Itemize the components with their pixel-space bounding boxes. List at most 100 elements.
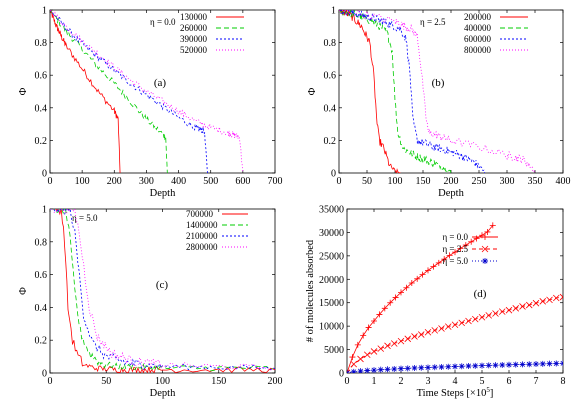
data-point-marker <box>381 305 388 312</box>
x-tick-label: 100 <box>75 176 90 187</box>
y-tick-label: 0.8 <box>324 38 337 49</box>
x-tick-label: 4 <box>453 376 458 387</box>
data-point-marker <box>438 325 445 332</box>
x-tick-label: 150 <box>211 376 226 387</box>
legend-marker <box>481 245 489 253</box>
eta-label: η = 0.0 <box>150 17 176 27</box>
x-tick-label: 8 <box>561 376 566 387</box>
data-point-marker <box>519 361 526 368</box>
y-tick-label: 0.4 <box>35 103 48 114</box>
panel-c: 0 50 100 150 200 0 0.2 0.4 0.6 0.8 1 Depth Φ (c) η = 5… <box>18 205 283 400</box>
y-axis-title: Φ <box>18 287 29 295</box>
data-point-marker <box>371 317 377 324</box>
data-point-marker <box>446 252 453 259</box>
data-point-marker <box>484 228 491 235</box>
plot-frame <box>338 9 564 174</box>
y-tick-label: 1 <box>42 205 47 216</box>
series-line-0 <box>339 10 401 173</box>
y-tick-label: 0 <box>42 369 47 380</box>
y-axis-title: # of molecules absorbed <box>305 239 316 342</box>
data-point-marker <box>384 366 391 373</box>
data-point-marker <box>377 366 384 373</box>
x-tick-label: 100 <box>388 176 403 187</box>
series-line-1 <box>50 209 275 372</box>
data-point-marker <box>404 335 412 343</box>
data-point-marker <box>471 315 479 323</box>
data-point-marker <box>546 360 553 367</box>
x-tick-label: 100 <box>155 376 170 387</box>
data-point-marker <box>425 364 431 371</box>
data-point-marker <box>363 351 371 359</box>
legend-label: 200000 <box>464 12 492 22</box>
x-axis-title: Depth <box>438 188 464 199</box>
x-tick-label: 400 <box>171 176 186 187</box>
x-tick-label: 300 <box>500 176 515 187</box>
x-axis-title: Time Steps [×105] <box>417 386 494 399</box>
y-tick-label: 35000 <box>319 205 344 216</box>
plot-frame <box>49 208 276 374</box>
data-point-marker <box>365 324 372 331</box>
x-tick-label: 50 <box>362 176 372 187</box>
series-group <box>50 10 244 173</box>
x-tick-label: 150 <box>416 176 431 187</box>
data-point-marker <box>354 341 361 348</box>
data-point-marker <box>425 267 431 274</box>
data-point-marker <box>357 368 364 373</box>
data-point-marker <box>458 319 466 327</box>
legend-label: 1400000 <box>186 220 218 230</box>
x-tick-label: 350 <box>528 176 543 187</box>
legend-label: 600000 <box>464 34 492 44</box>
data-point-marker <box>473 235 480 242</box>
data-point-marker <box>457 245 464 252</box>
x-tick-label: 500 <box>203 176 218 187</box>
x-tick-label: 200 <box>268 376 283 387</box>
data-point-marker <box>478 313 486 321</box>
y-tick-label: 0.4 <box>324 103 337 114</box>
x-tick-label: 600 <box>235 176 250 187</box>
data-point-marker <box>364 367 371 373</box>
data-point-marker <box>408 280 415 287</box>
data-point-marker <box>465 317 472 325</box>
y-tick-label: 1 <box>331 6 336 17</box>
data-point-marker <box>458 363 465 370</box>
panel-d: 0 1 2 3 4 5 6 7 8 0 5000 10000 15000 20000 25000 30000 3… <box>305 205 566 400</box>
data-point-marker <box>414 275 421 282</box>
legend-marker <box>482 234 488 240</box>
data-point-marker <box>519 303 526 310</box>
data-point-marker <box>418 364 425 371</box>
data-point-marker <box>349 354 356 361</box>
panel-label: (a) <box>154 77 167 89</box>
legend-label: η = 2.5 <box>442 244 468 254</box>
data-point-marker <box>411 365 418 372</box>
y-tick-label: 1 <box>42 6 47 17</box>
data-point-marker <box>435 259 442 266</box>
data-point-marker <box>360 332 367 339</box>
y-tick-label: 0.6 <box>324 71 337 82</box>
data-point-marker <box>391 365 398 372</box>
x-tick-label: 0 <box>345 376 350 387</box>
y-axis-title: Φ <box>307 87 318 95</box>
y-tick-label: 20000 <box>319 275 344 286</box>
data-point-marker <box>499 361 506 368</box>
series-group <box>339 10 536 173</box>
y-tick-label: 25000 <box>319 251 344 262</box>
x-tick-label: 3 <box>426 376 431 387</box>
data-point-marker <box>376 311 383 318</box>
panel-label: (c) <box>156 279 169 291</box>
x-tick-label: 400 <box>556 176 571 187</box>
data-point-marker <box>404 365 411 372</box>
panel-label: (d) <box>474 288 487 300</box>
y-tick-label: 0.2 <box>324 136 337 147</box>
x-tick-label: 200 <box>444 176 459 187</box>
data-point-marker <box>441 256 448 263</box>
data-point-marker <box>553 360 560 367</box>
data-point-marker <box>539 360 546 367</box>
data-point-marker <box>430 263 437 270</box>
data-point-marker <box>398 365 404 372</box>
eta-label: η = 5.0 <box>72 213 98 223</box>
series-line-0 <box>347 225 494 373</box>
data-point-marker <box>512 361 519 368</box>
y-tick-label: 10000 <box>319 322 344 333</box>
